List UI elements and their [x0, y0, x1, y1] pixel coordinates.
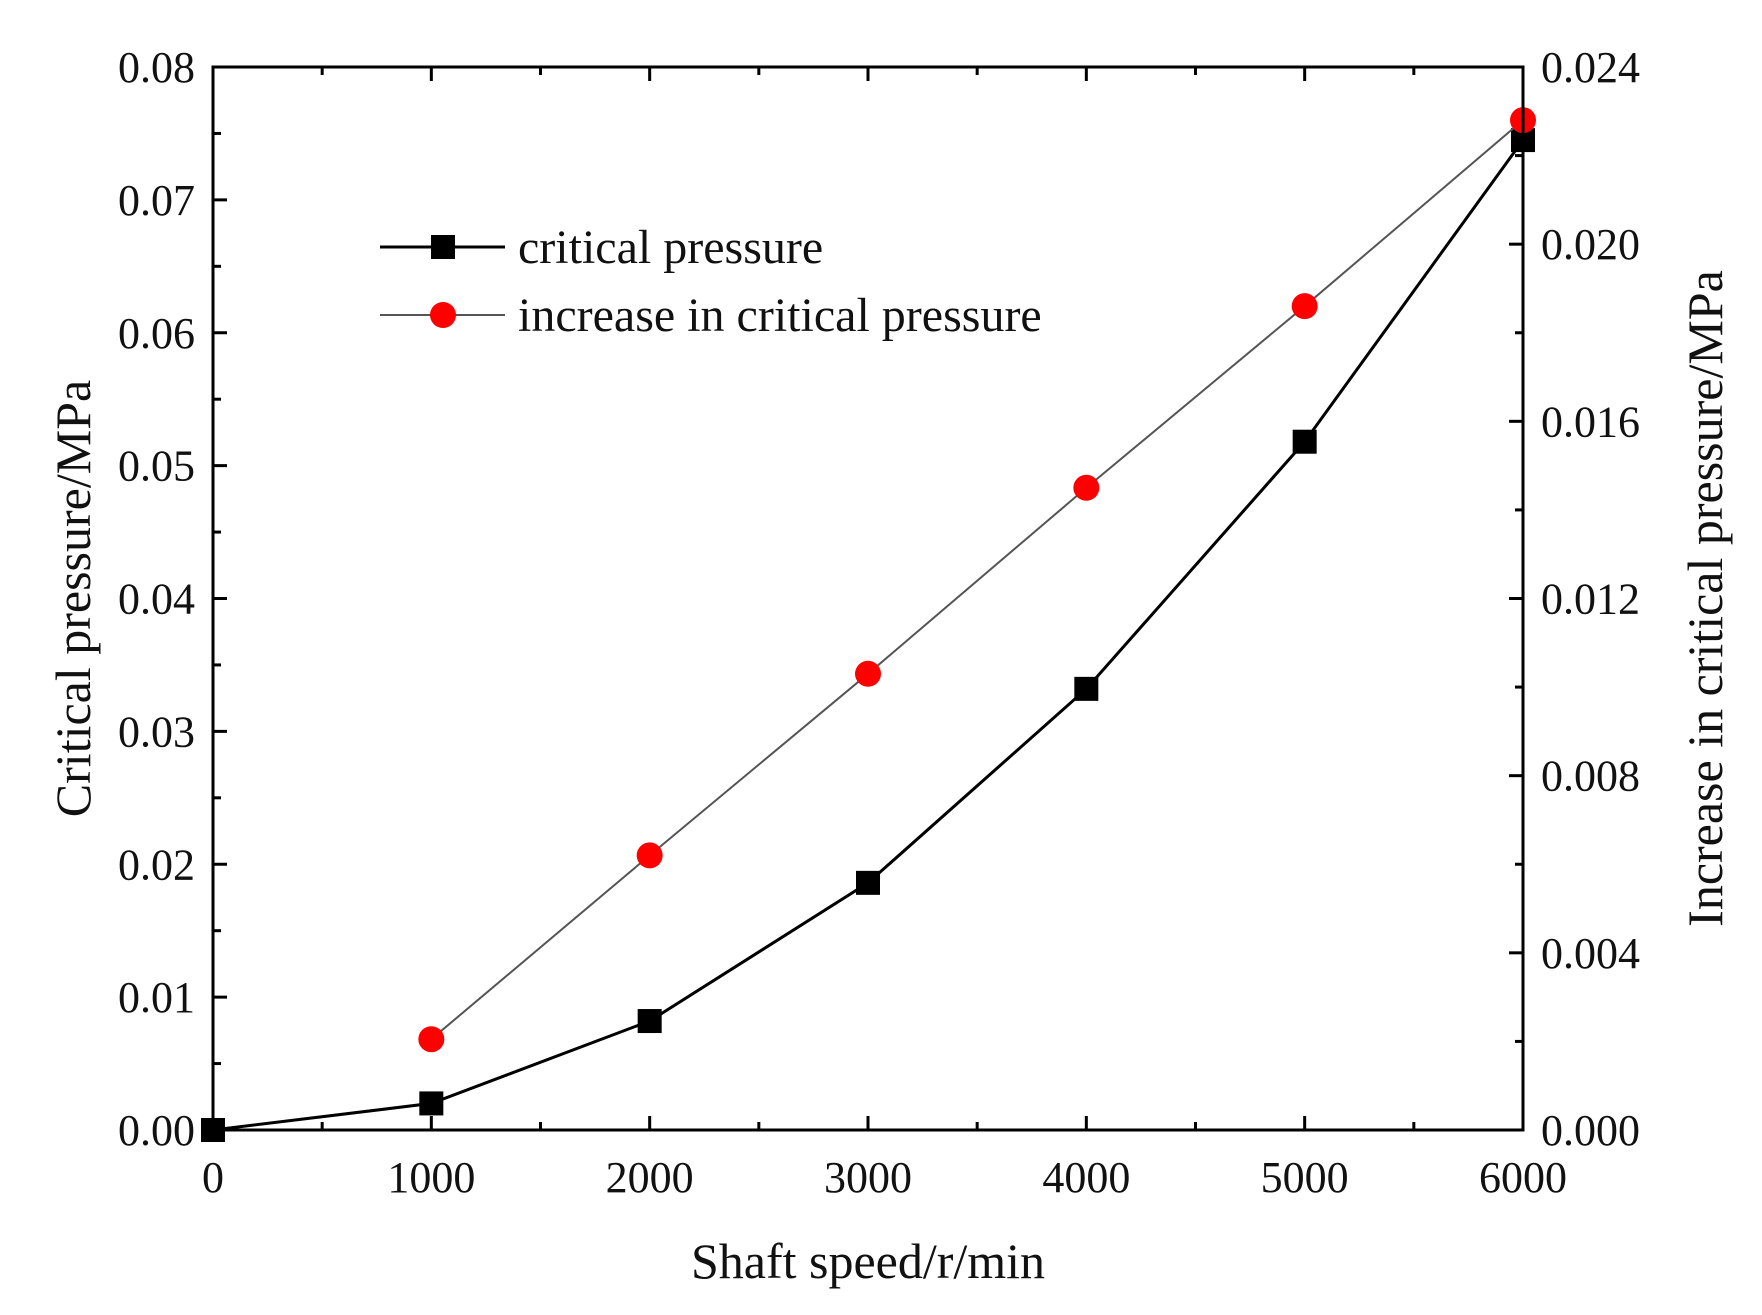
- legend: critical pressure increase in critical p…: [380, 221, 1042, 342]
- y2-tick-label: 0.008: [1541, 752, 1640, 801]
- y2-tick-label: 0.012: [1541, 575, 1640, 624]
- y-tick-label: 0.06: [118, 309, 195, 358]
- legend-increase-marker: [430, 302, 456, 328]
- plot-frame: [211, 65, 1525, 1132]
- x-tick-label: 1000: [387, 1153, 475, 1202]
- series-line-increase: [430, 119, 1524, 1040]
- y-tick-label: 0.02: [118, 840, 195, 889]
- y-tick-label: 0.01: [118, 973, 195, 1022]
- x-tick-label: 6000: [1479, 1153, 1567, 1202]
- data-point-circle: [636, 842, 663, 869]
- data-point-square: [419, 1091, 444, 1116]
- data-point-circle: [1291, 293, 1318, 320]
- y2-tick-label: 0.000: [1541, 1106, 1640, 1155]
- y-tick-label: 0.00: [118, 1106, 195, 1155]
- y-tick-label: 0.03: [118, 707, 195, 756]
- y-tick-label: 0.04: [118, 575, 195, 624]
- y-tick-label: 0.08: [118, 43, 195, 92]
- data-point-square: [1074, 676, 1099, 701]
- x-tick-label: 3000: [824, 1153, 912, 1202]
- data-point-square: [1292, 429, 1317, 454]
- data-point-circle: [855, 660, 881, 687]
- y2-tick-label: 0.024: [1541, 43, 1640, 92]
- y2-tick-label: 0.004: [1541, 929, 1640, 978]
- x-tick-label: 0: [202, 1153, 224, 1202]
- legend-critical-pressure-marker: [431, 235, 455, 259]
- data-point-square: [637, 1009, 662, 1034]
- y-tick-label: 0.05: [118, 442, 195, 491]
- data-point-square: [856, 870, 880, 895]
- legend-increase-label: increase in critical pressure: [518, 289, 1042, 342]
- legend-critical-pressure-label: critical pressure: [518, 221, 823, 274]
- data-point-circle: [418, 1026, 445, 1053]
- x-tick-label: 2000: [606, 1153, 694, 1202]
- y-axis-title: Critical pressure/MPa: [45, 380, 101, 817]
- data-point-circle: [1073, 474, 1100, 501]
- y2-tick-label: 0.020: [1541, 220, 1640, 269]
- x-tick-label: 4000: [1042, 1153, 1130, 1202]
- y2-axis-title: Increase in critical pressure/MPa: [1677, 270, 1733, 927]
- x-tick-label: 5000: [1261, 1153, 1349, 1202]
- y2-tick-label: 0.016: [1541, 397, 1640, 446]
- x-axis-title: Shaft speed/r/min: [691, 1233, 1045, 1289]
- y-tick-label: 0.07: [118, 176, 195, 225]
